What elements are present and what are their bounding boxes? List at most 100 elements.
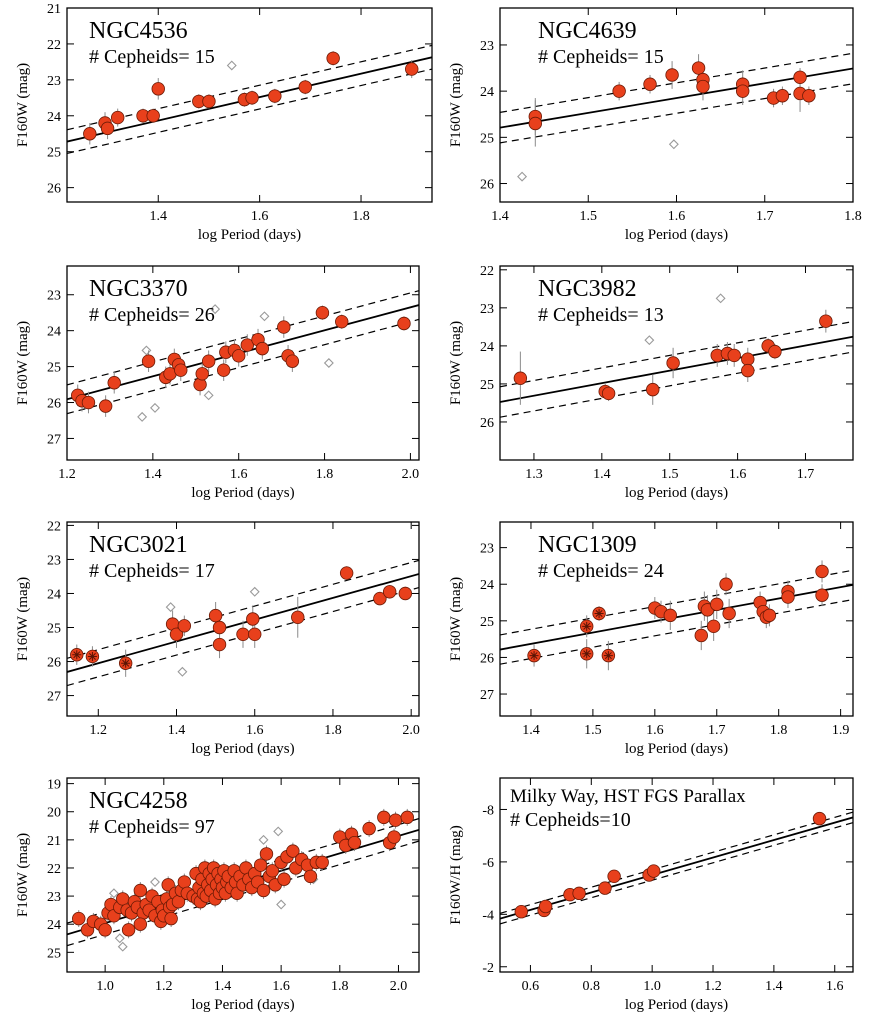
data-point bbox=[646, 382, 660, 397]
panel-title: Milky Way, HST FGS Parallax bbox=[510, 786, 746, 807]
data-point bbox=[722, 606, 736, 621]
y-tick-label: 27 bbox=[47, 432, 61, 447]
data-point bbox=[208, 608, 223, 623]
data-point bbox=[98, 399, 113, 413]
data-point bbox=[719, 577, 733, 591]
plot-frame bbox=[66, 7, 433, 203]
data-point bbox=[83, 127, 97, 141]
x-tick-label: 1.4 bbox=[491, 209, 509, 224]
x-axis-label: log Period (days) bbox=[191, 485, 294, 501]
x-axis-label: log Period (days) bbox=[625, 227, 728, 243]
y-tick-label: 25 bbox=[47, 146, 61, 161]
panel-ngc4639: 1.4 1.5 1.6 1.7 1.8 23 24 25 26 log Period (days)… bbox=[448, 7, 862, 243]
rejected-point bbox=[273, 826, 284, 837]
data-point bbox=[694, 628, 708, 643]
x-tick-label: 1.4 bbox=[144, 467, 162, 482]
data-point bbox=[696, 79, 710, 94]
data-point bbox=[195, 367, 209, 381]
x-tick-label: 1.9 bbox=[832, 723, 850, 738]
rejected-point bbox=[276, 899, 287, 910]
x-tick-label: 1.5 bbox=[661, 467, 679, 482]
panel-title: NGC4639 bbox=[538, 18, 637, 44]
data-point bbox=[193, 377, 207, 392]
y-tick-label: 23 bbox=[480, 542, 494, 557]
fit-band-lower bbox=[67, 68, 432, 155]
data-point bbox=[98, 923, 112, 937]
data-point bbox=[291, 610, 305, 624]
data-point bbox=[802, 89, 816, 103]
data-point bbox=[232, 349, 246, 363]
x-tick-label: 1.6 bbox=[826, 979, 844, 994]
x-tick-label: 1.4 bbox=[150, 209, 168, 224]
data-point bbox=[248, 627, 262, 642]
data-point bbox=[277, 320, 291, 334]
data-point bbox=[741, 363, 755, 378]
x-axis-label: log Period (days) bbox=[625, 997, 728, 1013]
data-point bbox=[110, 110, 125, 125]
data-point bbox=[643, 77, 657, 91]
y-tick-label: 21 bbox=[47, 834, 61, 849]
x-tick-label: 1.8 bbox=[352, 209, 370, 224]
y-tick-label: 22 bbox=[47, 38, 61, 53]
x-tick-label: 0.8 bbox=[583, 979, 601, 994]
plot-area bbox=[500, 811, 853, 925]
plot-frame bbox=[66, 777, 420, 973]
data-point bbox=[815, 564, 829, 579]
x-tick-label: 1.7 bbox=[756, 209, 774, 224]
x-tick-label: 1.8 bbox=[770, 723, 788, 738]
plot-area bbox=[67, 290, 419, 422]
data-point bbox=[326, 51, 340, 65]
data-point bbox=[174, 363, 188, 377]
data-point bbox=[397, 316, 411, 331]
data-point bbox=[819, 314, 833, 328]
rejected-point bbox=[150, 402, 160, 413]
y-tick-label: 26 bbox=[47, 397, 61, 412]
rejected-point bbox=[210, 304, 221, 315]
x-tick-label: 1.8 bbox=[324, 723, 342, 738]
data-point bbox=[666, 356, 680, 370]
y-tick-label: 26 bbox=[480, 651, 494, 666]
data-point bbox=[373, 591, 387, 606]
fit-band-lower bbox=[500, 822, 853, 925]
x-tick-label: 1.6 bbox=[272, 979, 290, 994]
data-point bbox=[400, 810, 414, 825]
x-tick-label: 1.3 bbox=[525, 467, 543, 482]
data-point bbox=[347, 835, 362, 850]
data-point bbox=[741, 352, 755, 366]
y-tick-label: 25 bbox=[47, 361, 61, 376]
star-marker bbox=[529, 651, 539, 661]
data-point bbox=[212, 637, 227, 652]
data-point bbox=[277, 872, 291, 886]
x-tick-label: 1.6 bbox=[668, 209, 686, 224]
y-tick-label: 19 bbox=[47, 778, 61, 793]
data-point bbox=[339, 566, 354, 580]
plot-frame bbox=[66, 521, 420, 717]
data-point bbox=[72, 911, 86, 926]
data-point bbox=[612, 84, 626, 98]
rejected-point bbox=[644, 335, 655, 346]
data-point bbox=[116, 892, 130, 906]
y-tick-label: 24 bbox=[480, 578, 494, 593]
data-point bbox=[775, 89, 790, 103]
data-point bbox=[164, 911, 178, 926]
y-tick-label: 24 bbox=[47, 918, 61, 933]
data-point bbox=[387, 830, 401, 844]
data-point bbox=[177, 875, 192, 889]
y-tick-label: 25 bbox=[480, 615, 494, 630]
data-point bbox=[710, 597, 724, 612]
x-tick-label: 1.6 bbox=[246, 723, 264, 738]
fit-band-upper bbox=[67, 559, 419, 659]
y-axis-label: F160W (mag) bbox=[15, 577, 31, 661]
y-axis-label: F160W (mag) bbox=[15, 321, 31, 405]
star-marker bbox=[72, 650, 82, 660]
data-point bbox=[706, 619, 721, 634]
rejected-point bbox=[150, 877, 160, 888]
y-axis-label: F160W (mag) bbox=[448, 63, 464, 147]
plot-area bbox=[500, 52, 853, 182]
rejected-point bbox=[226, 60, 237, 71]
data-point bbox=[255, 341, 270, 356]
data-point bbox=[133, 883, 148, 898]
y-tick-label: 23 bbox=[47, 890, 61, 905]
data-point bbox=[538, 899, 553, 914]
